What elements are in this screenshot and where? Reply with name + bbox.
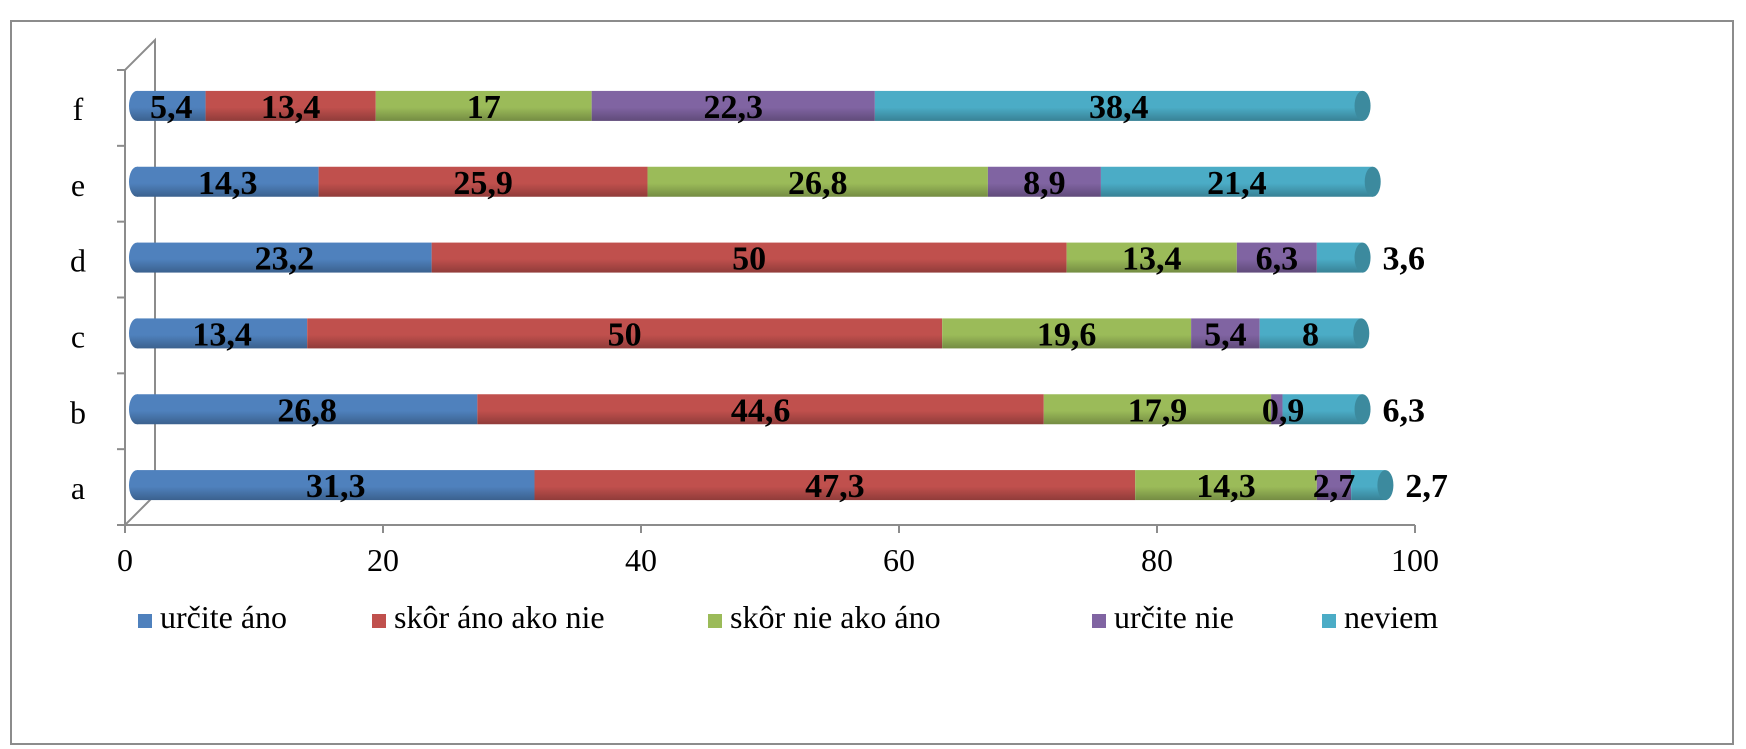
- x-tick-label: 40: [625, 542, 657, 578]
- data-label: 2,7: [1405, 468, 1448, 505]
- bar-segment: [318, 166, 648, 197]
- bar-segment: [591, 90, 875, 121]
- bar-cap-left: [129, 318, 145, 349]
- bar-cap-left: [129, 90, 145, 121]
- data-label: 6,3: [1383, 392, 1426, 429]
- bar-cap-left: [129, 394, 145, 425]
- x-tick-label: 100: [1391, 542, 1439, 578]
- bar-segment: [1043, 394, 1272, 425]
- data-label: 21,4: [1207, 165, 1267, 202]
- data-label: 17: [467, 89, 501, 126]
- data-label: 2,7: [1313, 468, 1356, 505]
- legend-label: určite áno: [160, 599, 287, 635]
- legend-label: skôr nie ako áno: [730, 599, 941, 635]
- legend-label: skôr áno ako nie: [394, 599, 605, 635]
- data-label: 13,4: [261, 89, 321, 126]
- bar-segment: [1259, 318, 1362, 349]
- y-tick-label: d: [70, 243, 86, 279]
- bar-cap-right: [1354, 394, 1371, 425]
- data-label: 22,3: [704, 89, 764, 126]
- x-tick-label: 0: [117, 542, 133, 578]
- bar-segment: [534, 470, 1136, 501]
- bar-segment: [874, 90, 1363, 121]
- data-label: 44,6: [731, 392, 791, 429]
- bar-cap-left: [129, 166, 145, 197]
- bar-segment: [137, 394, 478, 425]
- data-label: 5,4: [1204, 316, 1247, 353]
- data-label: 25,9: [453, 165, 513, 202]
- data-label: 47,3: [805, 468, 865, 505]
- bar-cap-right: [1364, 166, 1381, 197]
- bar-segment: [477, 394, 1044, 425]
- x-tick-label: 20: [367, 542, 399, 578]
- bar-segment: [137, 470, 535, 501]
- y-tick-label: f: [73, 91, 84, 127]
- data-label: 8: [1302, 316, 1319, 353]
- bar-segment: [1191, 318, 1260, 349]
- legend-swatch: [372, 614, 386, 628]
- data-label: 6,3: [1256, 241, 1299, 278]
- bar-segment: [647, 166, 988, 197]
- bar-cap-right: [1353, 318, 1370, 349]
- data-label: 5,4: [150, 89, 193, 126]
- legend-swatch: [708, 614, 722, 628]
- x-tick-label: 60: [883, 542, 915, 578]
- data-label: 14,3: [198, 165, 258, 202]
- bar-segment: [942, 318, 1192, 349]
- y-tick-label: b: [70, 394, 86, 430]
- bar-cap-left: [129, 242, 145, 273]
- data-label: 26,8: [277, 392, 337, 429]
- data-label: 19,6: [1037, 316, 1097, 353]
- data-label: 3,6: [1383, 241, 1426, 278]
- bar-segment: [1282, 394, 1363, 425]
- legend-swatch: [138, 614, 152, 628]
- bar-segment: [1236, 242, 1317, 273]
- data-label: 23,2: [255, 241, 315, 278]
- x-tick-label: 80: [1141, 542, 1173, 578]
- data-label: 31,3: [306, 468, 366, 505]
- data-label: 50: [608, 316, 642, 353]
- data-label: 17,9: [1128, 392, 1188, 429]
- bar-cap-right: [1377, 470, 1394, 501]
- bar-cap-right: [1354, 90, 1371, 121]
- legend-swatch: [1092, 614, 1106, 628]
- data-label: 8,9: [1023, 165, 1066, 202]
- bar-segment: [431, 242, 1067, 273]
- bar-segment: [1316, 470, 1352, 501]
- bar-segment: [375, 90, 592, 121]
- legend-label: určite nie: [1114, 599, 1234, 635]
- legend-swatch: [1322, 614, 1336, 628]
- bar-segment: [307, 318, 943, 349]
- bar-segment: [987, 166, 1101, 197]
- data-label: 50: [732, 241, 766, 278]
- bar-segment: [137, 318, 308, 349]
- y-tick-label: e: [71, 167, 85, 203]
- data-label: 0,9: [1262, 392, 1305, 429]
- bar-segment: [1066, 242, 1237, 273]
- bar-segment: [1100, 166, 1373, 197]
- y-tick-label: a: [71, 470, 85, 506]
- bar-segment: [1271, 394, 1283, 425]
- legend-label: neviem: [1344, 599, 1438, 635]
- bar-segment: [137, 242, 432, 273]
- bar-cap-right: [1354, 242, 1371, 273]
- bar-cap-left: [129, 470, 145, 501]
- data-label: 38,4: [1089, 89, 1149, 126]
- bar-segment: [205, 90, 376, 121]
- data-label: 26,8: [788, 165, 848, 202]
- y-tick-label: c: [71, 318, 85, 354]
- data-label: 13,4: [192, 316, 252, 353]
- data-label: 13,4: [1122, 241, 1182, 278]
- data-label: 14,3: [1196, 468, 1256, 505]
- chart-frame: [10, 20, 1734, 745]
- bar-segment: [137, 90, 206, 121]
- bar-segment: [1135, 470, 1317, 501]
- bar-segment: [137, 166, 319, 197]
